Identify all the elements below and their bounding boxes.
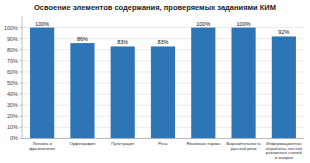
- x-tick-label: Речь: [158, 141, 168, 146]
- data-label: 100%: [237, 21, 251, 27]
- bars: [30, 28, 296, 139]
- data-labels: 100% 86% 83% 83% 100% 100% 92%: [35, 21, 289, 46]
- data-label: 83%: [117, 39, 128, 45]
- y-tick-label: 50%: [7, 80, 18, 86]
- bar: [151, 46, 175, 138]
- y-tick-label: 100%: [4, 25, 18, 31]
- y-axis-line: [22, 17, 23, 139]
- y-tick-label: 0%: [10, 135, 18, 141]
- bar: [231, 28, 255, 139]
- y-tick: [20, 27, 23, 28]
- y-tick: [20, 60, 23, 61]
- y-tick: [20, 116, 23, 117]
- y-tick: [20, 127, 23, 128]
- data-label: 83%: [157, 39, 168, 45]
- bar: [30, 28, 54, 139]
- x-axis-line: [22, 138, 304, 139]
- y-tick-label: 70%: [7, 58, 18, 64]
- data-label: 86%: [77, 36, 88, 42]
- bar: [191, 28, 215, 139]
- x-tick-label: Лексика ифразеология: [29, 141, 55, 151]
- x-axis: Лексика ифразеология Орфография Пунктуация…: [29, 141, 303, 161]
- data-label: 100%: [196, 21, 210, 27]
- y-tick: [20, 83, 23, 84]
- y-tick-label: 40%: [7, 91, 18, 97]
- x-tick-label: Языковые нормы: [186, 141, 220, 146]
- bar: [111, 46, 135, 138]
- bar: [272, 36, 296, 138]
- grid-line: [22, 27, 304, 28]
- x-tick-label: Информационнаяобработка текстовразличных…: [266, 141, 303, 161]
- data-label: 92%: [278, 29, 289, 35]
- bar: [70, 43, 94, 138]
- x-tick-label: Орфография: [69, 141, 95, 146]
- y-tick: [20, 49, 23, 50]
- y-tick: [20, 138, 23, 139]
- y-tick-label: 80%: [7, 47, 18, 53]
- y-tick: [20, 38, 23, 39]
- y-tick-label: 20%: [7, 113, 18, 119]
- x-tick-label: Выразительностьрусской речи: [226, 141, 261, 151]
- y-tick: [20, 94, 23, 95]
- y-tick-label: 10%: [7, 124, 18, 130]
- chart: Освоение элементов содержания, проверяем…: [0, 0, 310, 163]
- y-tick-label: 60%: [7, 69, 18, 75]
- y-tick-label: 30%: [7, 102, 18, 108]
- x-tick-label: Пунктуация: [111, 141, 134, 146]
- title: Освоение элементов содержания, проверяем…: [34, 3, 276, 12]
- y-tick-label: 90%: [7, 36, 18, 42]
- y-tick: [20, 105, 23, 106]
- grid: [22, 28, 304, 139]
- data-label: 100%: [35, 21, 49, 27]
- y-tick: [20, 71, 23, 72]
- y-axis: 0% 10% 20% 30% 40% 50% 60% 70% 80% 90% 100%: [4, 25, 22, 142]
